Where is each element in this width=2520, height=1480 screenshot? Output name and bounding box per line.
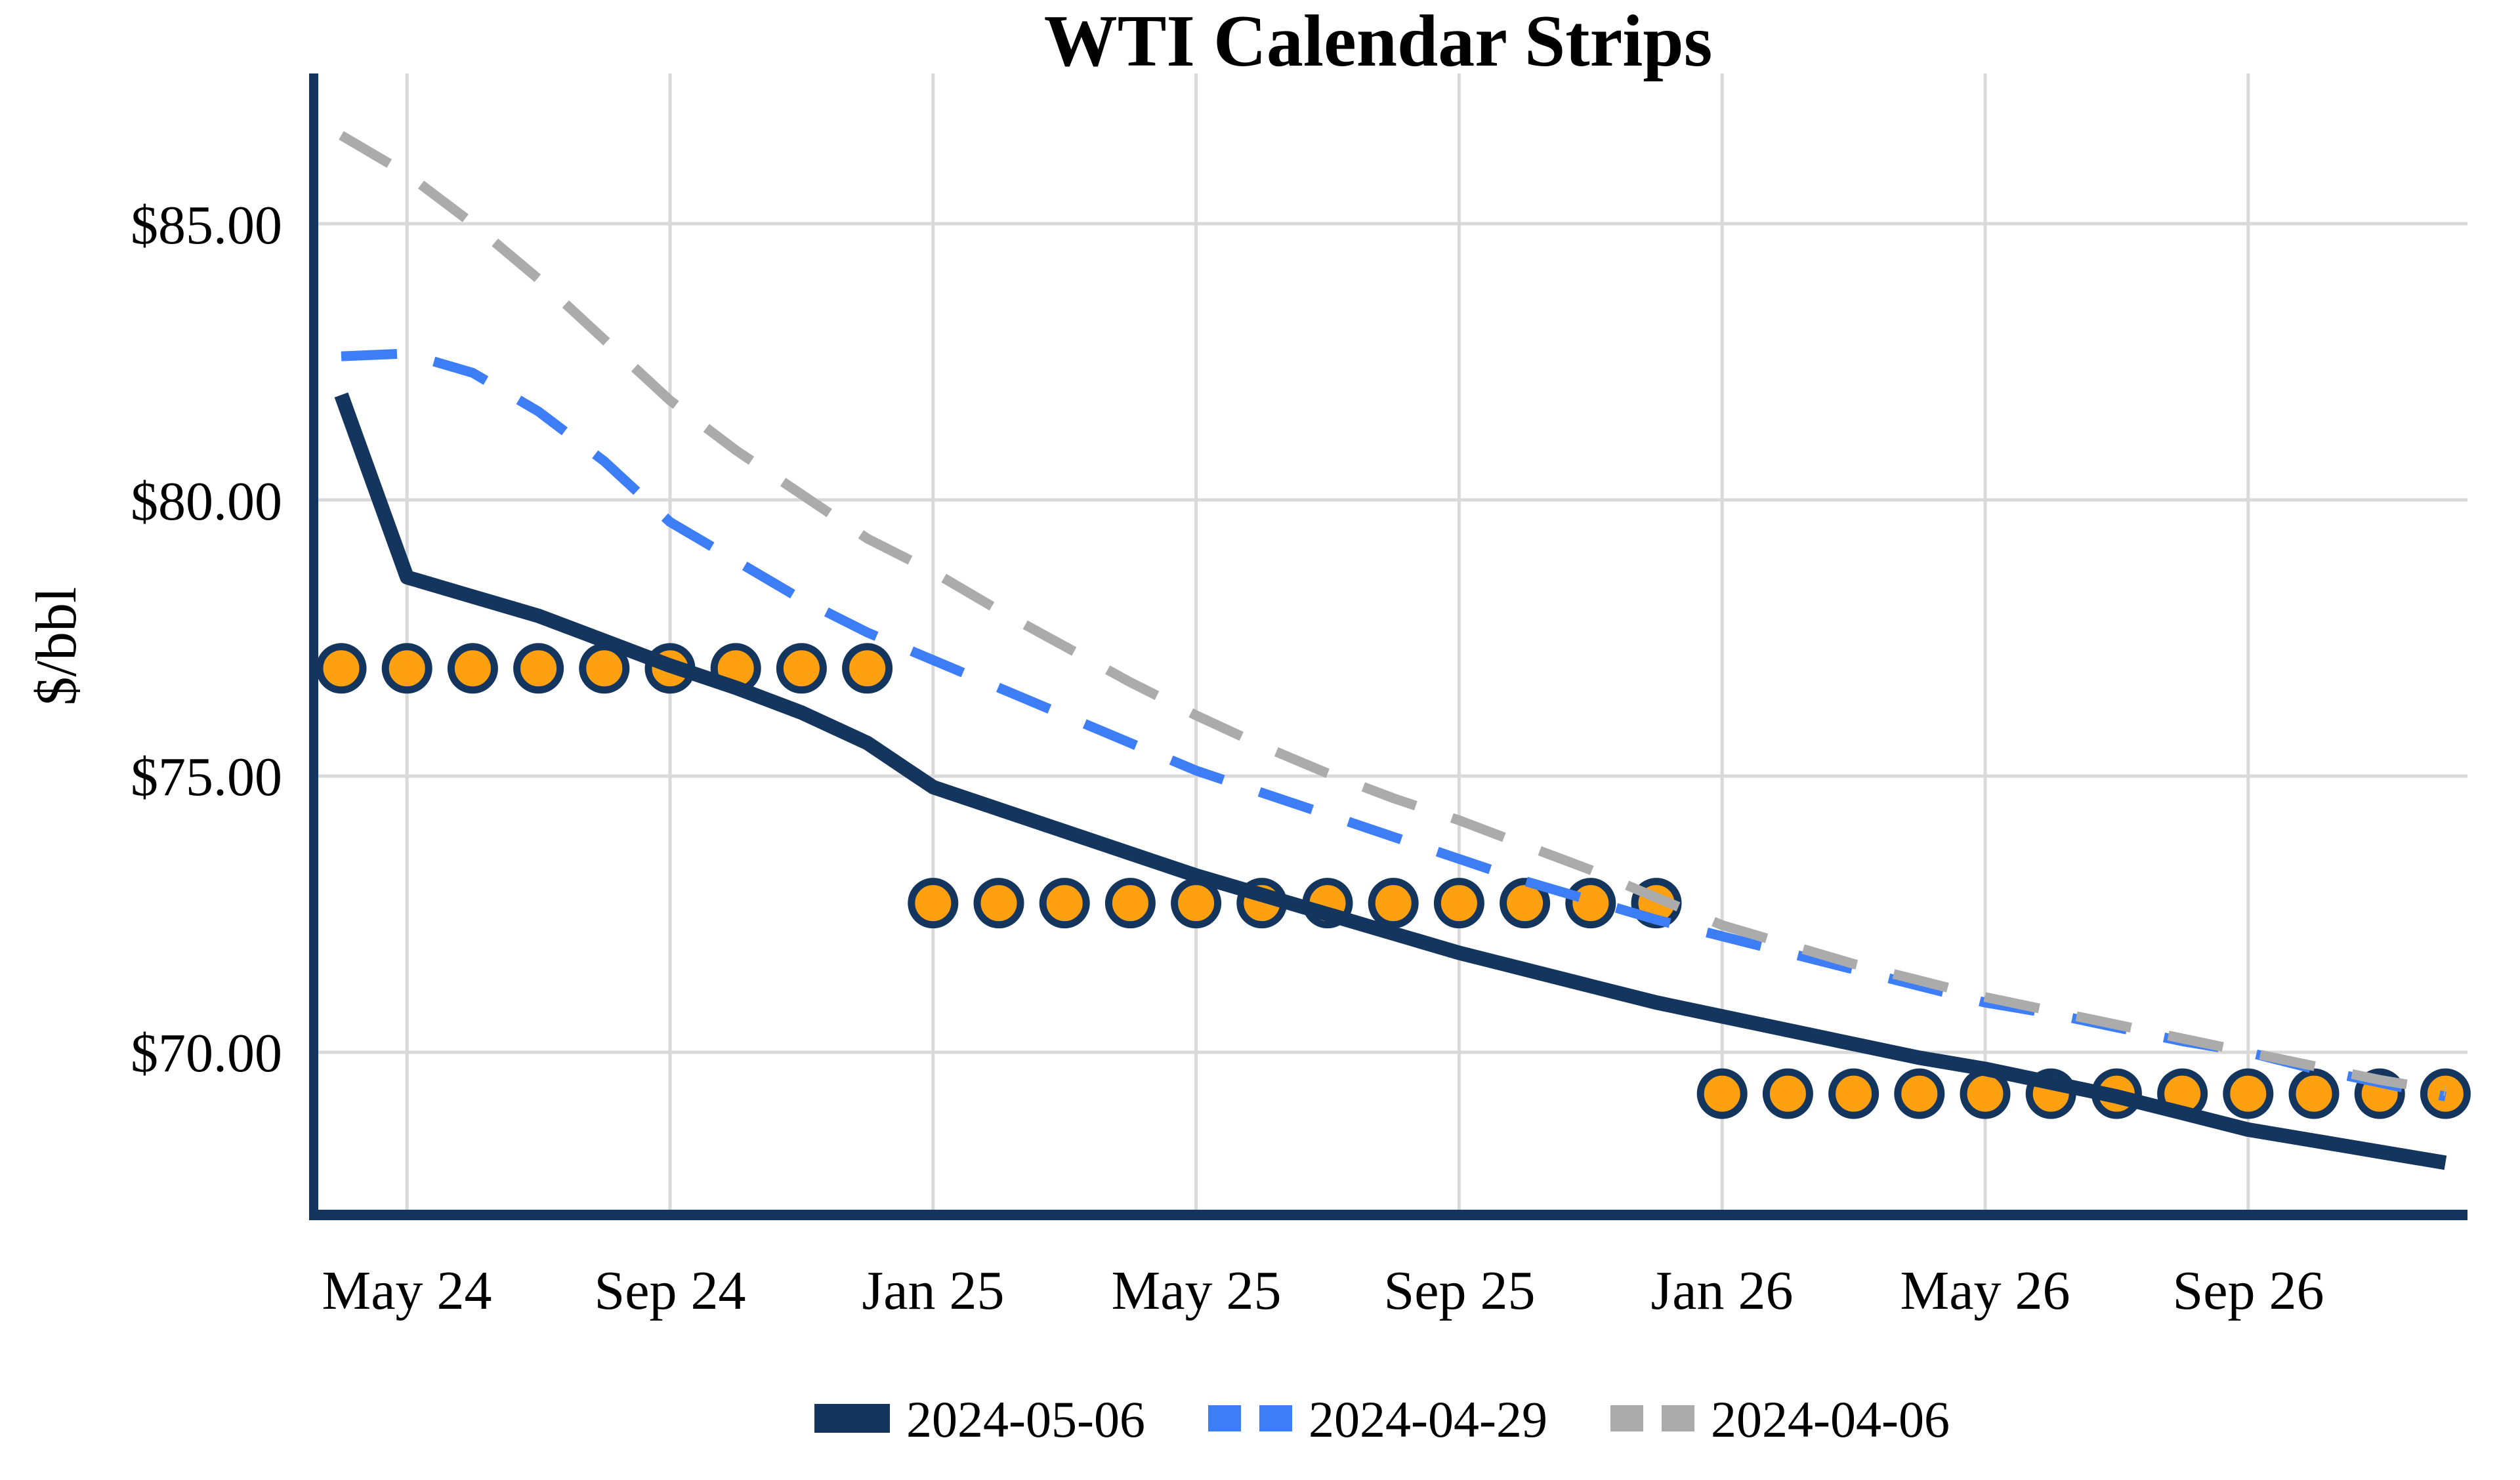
- strip-marker: [381, 643, 432, 694]
- legend-swatch-dash: [1662, 1405, 1694, 1431]
- series-line-2024-04-06: [339, 131, 2446, 1096]
- chart-title: WTI Calendar Strips: [1044, 1, 1713, 82]
- x-tick-label: Sep 25: [1384, 1260, 1536, 1321]
- legend-swatch-dash: [1208, 1405, 1241, 1431]
- x-tick-labels: May 24 Sep 24 Jan 25 May 25 Sep 25 Jan 2…: [322, 1260, 2324, 1321]
- strip-marker: [1894, 1068, 1945, 1119]
- legend-label: 2024-04-06: [1711, 1391, 1950, 1448]
- strip-marker: [1039, 878, 1090, 929]
- plot-area: [314, 73, 2471, 1215]
- legend-item: 2024-04-29: [1208, 1391, 1547, 1448]
- strip-marker: [1171, 878, 1222, 929]
- x-tick-label: Jan 25: [862, 1260, 1005, 1321]
- strip-marker: [447, 643, 498, 694]
- strip-marker: [1762, 1068, 1813, 1119]
- legend: 2024-05-06 2024-04-29 2024-04-06: [814, 1391, 1950, 1448]
- y-tick-label: $75.00: [131, 747, 282, 808]
- series-line-2024-05-06: [334, 392, 2447, 1170]
- strip-marker: [1104, 878, 1156, 929]
- gridlines: [314, 73, 2468, 1215]
- strip-marker: [776, 643, 827, 694]
- legend-swatch-dash: [1259, 1405, 1292, 1431]
- x-tick-label: May 25: [1112, 1260, 1282, 1321]
- x-tick-label: Sep 26: [2173, 1260, 2324, 1321]
- x-tick-label: Sep 24: [595, 1260, 746, 1321]
- y-axis-label: $/bbl: [25, 587, 89, 706]
- legend-label: 2024-04-29: [1309, 1391, 1547, 1448]
- strip-marker: [1500, 878, 1551, 929]
- y-tick-label: $70.00: [131, 1023, 282, 1084]
- y-tick-label: $85.00: [131, 195, 282, 256]
- strip-marker: [1565, 878, 1616, 929]
- y-tick-label: $80.00: [131, 471, 282, 532]
- strip-marker: [1828, 1068, 1880, 1119]
- legend-item: 2024-04-06: [1610, 1391, 1950, 1448]
- x-tick-label: May 24: [322, 1260, 492, 1321]
- strip-marker: [842, 643, 893, 694]
- legend-swatch-solid-line: [814, 1404, 890, 1433]
- legend-label: 2024-05-06: [906, 1391, 1145, 1448]
- y-tick-labels: $85.00 $80.00 $75.00 $70.00: [131, 195, 282, 1084]
- x-tick-label: Jan 26: [1651, 1260, 1794, 1321]
- legend-swatch-dash: [1610, 1405, 1643, 1431]
- series-line-2024-04-29: [341, 348, 2446, 1101]
- x-tick-label: May 26: [1900, 1260, 2070, 1321]
- strip-marker: [513, 643, 564, 694]
- strip-marker: [1433, 878, 1484, 929]
- strip-marker: [316, 643, 367, 694]
- strip-marker: [1696, 1068, 1748, 1119]
- strip-marker: [2288, 1068, 2340, 1119]
- strip-markers: [316, 643, 2471, 1119]
- strip-marker: [908, 878, 959, 929]
- strip-marker: [2223, 1068, 2274, 1119]
- legend-item: 2024-05-06: [814, 1391, 1145, 1448]
- strip-marker: [973, 878, 1024, 929]
- strip-marker: [1368, 878, 1419, 929]
